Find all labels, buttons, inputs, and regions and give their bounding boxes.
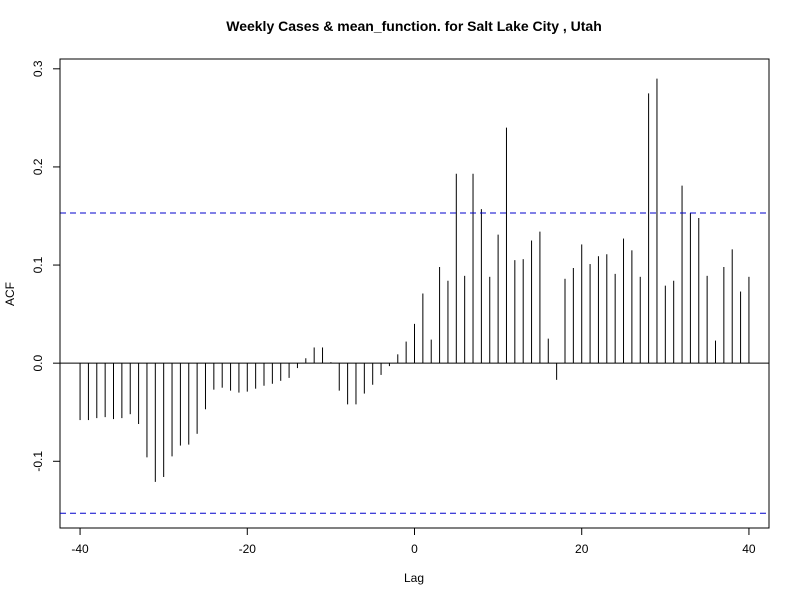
- x-tick-label: -20: [239, 542, 257, 556]
- chart-title: Weekly Cases & mean_function. for Salt L…: [226, 18, 602, 34]
- y-axis: -0.1 0.0 0.1 0.2 0.3: [31, 60, 61, 472]
- y-tick-label: 0.2: [31, 158, 45, 175]
- x-axis-label: Lag: [404, 571, 424, 585]
- x-axis: -40 -20 0 20 40: [71, 527, 756, 556]
- acf-bars: [79, 78, 750, 482]
- plot-frame: [59, 58, 770, 529]
- y-axis-label: ACF: [3, 282, 17, 306]
- y-tick-label: 0.0: [31, 354, 45, 371]
- x-tick-label: 0: [411, 542, 418, 556]
- x-tick-label: -40: [71, 542, 89, 556]
- y-tick-label: 0.3: [31, 60, 45, 77]
- x-tick-label: 40: [742, 542, 756, 556]
- y-tick-label: 0.1: [31, 256, 45, 273]
- x-tick-label: 20: [575, 542, 589, 556]
- y-tick-label: -0.1: [31, 451, 45, 472]
